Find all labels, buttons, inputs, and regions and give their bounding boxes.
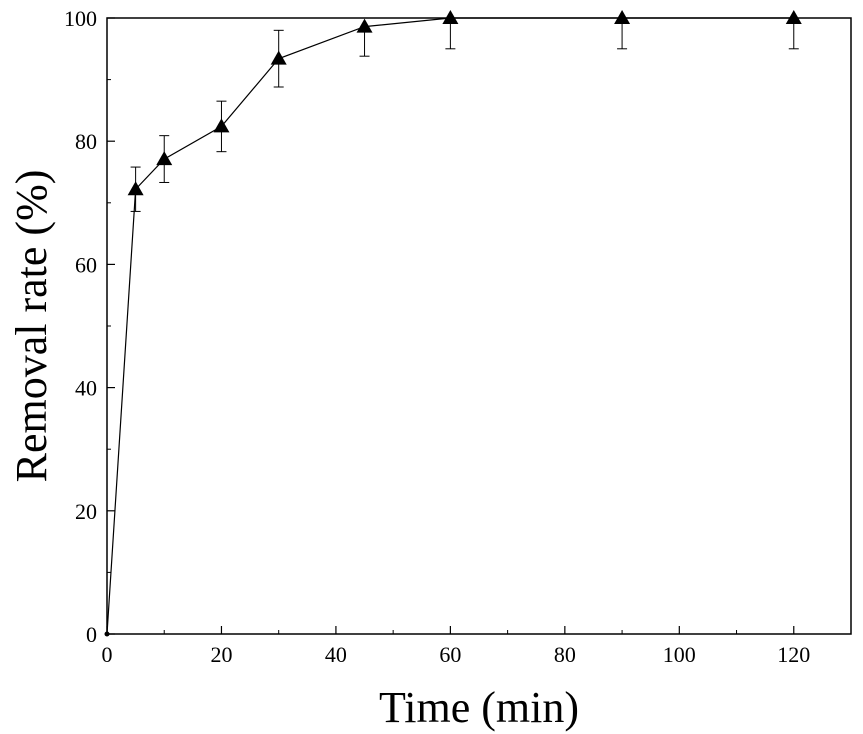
x-tick-label: 60 [439,642,461,667]
y-tick-label: 40 [75,376,97,401]
y-tick-label: 60 [75,252,97,277]
series-line-group [106,17,794,635]
x-tick-label: 40 [325,642,347,667]
x-tick-label: 20 [210,642,232,667]
x-axis-ticks: 0 20 40 60 80 100 120 [102,626,810,667]
plot-frame [106,17,852,635]
data-point [270,50,287,65]
x-axis-title: Time (min) [379,683,579,732]
plot-frame-rect [106,17,852,635]
x-tick-label: 120 [777,642,810,667]
x-tick-label: 0 [102,642,113,667]
data-point [785,10,802,24]
data-point [156,151,173,166]
y-axis-ticks: 0 20 40 60 80 100 [64,6,115,647]
data-point [614,10,631,24]
x-tick-label: 100 [663,642,696,667]
series-line [106,17,794,635]
data-point [213,118,230,133]
y-tick-label: 100 [64,6,97,31]
data-point [127,181,144,196]
x-tick-label: 80 [554,642,576,667]
y-tick-label: 0 [86,622,97,647]
y-tick-label: 80 [75,129,97,154]
data-point [356,18,373,33]
y-axis-title: Removal rate (%) [7,170,56,483]
data-point [442,10,459,24]
y-tick-label: 20 [75,499,97,524]
data-markers [104,10,802,637]
